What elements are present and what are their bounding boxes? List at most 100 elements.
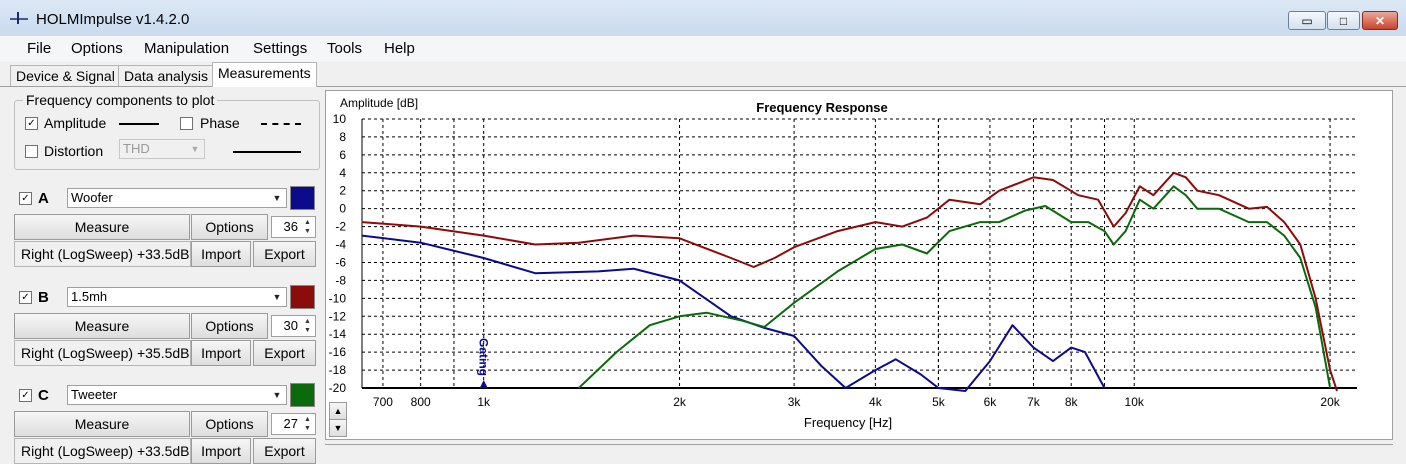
group-legend: Frequency components to plot [23,92,218,108]
y-tick-label: -4 [335,238,346,252]
arrow-up-icon: ▲ [333,406,343,416]
amplitude-label: Amplitude [44,115,107,131]
x-tick-label: 1k [477,395,491,409]
channel-c-measure-button[interactable]: Measure [14,411,190,437]
frequency-response-chart[interactable]: Amplitude [dB] Frequency Response Freque… [326,91,1392,439]
channel-b-name-select[interactable]: 1.5mh ▼ [67,287,287,307]
spin-arrows-icon[interactable]: ▲ ▼ [304,416,311,432]
x-tick-label: 5k [932,395,946,409]
channel-a-options-button[interactable]: Options [191,214,268,240]
x-tick-label: 4k [869,395,883,409]
channel-b-measure-button[interactable]: Measure [14,313,190,339]
window-title: HOLMImpulse v1.4.2.0 [36,11,190,28]
x-tick-label: 20k [1320,395,1340,409]
channel-a-color-swatch[interactable] [290,186,315,210]
maximize-button[interactable]: □ [1327,11,1360,30]
y-tick-label: -16 [329,345,347,359]
channel-c-options-button[interactable]: Options [191,411,268,437]
channel-b-smoothing-stepper[interactable]: 30 ▲ ▼ [271,315,316,337]
amplitude-line-sample [119,123,159,125]
gating-marker-label: Gating [477,338,491,376]
tab-measurements[interactable]: Measurements [212,62,317,87]
y-tick-label: -10 [329,291,347,305]
y-tick-label: 2 [339,184,346,198]
chart-scroll-down-button[interactable]: ▼ [329,419,347,437]
channel-c-info: Right (LogSweep) +33.5dB [14,438,191,464]
x-tick-label: 2k [673,395,687,409]
channel-a-export-button[interactable]: Export [253,241,316,267]
y-tick-label: -8 [335,273,346,287]
y-tick-label: -6 [335,255,346,269]
channel-b-smoothing-value: 30 [283,318,298,333]
close-icon: ✕ [1374,14,1386,28]
channel-a-info: Right (LogSweep) +33.5dB [14,241,191,267]
channel-a-checkbox[interactable]: ✓ [19,192,32,205]
tab-data-analysis[interactable]: Data analysis [118,65,215,86]
channel-b-info: Right (LogSweep) +35.5dB [14,340,191,366]
title-bar: HOLMImpulse v1.4.2.0 ▭ □ ✕ [0,0,1406,37]
menu-help[interactable]: Help [384,40,415,57]
tab-device-signal[interactable]: Device & Signal [10,65,121,86]
channel-a-smoothing-value: 36 [283,219,298,234]
y-tick-label: -14 [329,327,347,341]
channel-c-smoothing-stepper[interactable]: 27 ▲ ▼ [271,413,316,435]
chevron-down-icon: ▼ [272,193,282,203]
channel-b-letter: B [38,289,49,306]
x-tick-label: 8k [1065,395,1079,409]
y-tick-label: 10 [333,112,347,126]
channel-b-options-button[interactable]: Options [191,313,268,339]
chart-scroll-up-button[interactable]: ▲ [329,402,347,420]
channel-c-import-button[interactable]: Import [191,438,251,464]
channel-b-color-swatch[interactable] [290,285,315,309]
channel-b-import-button[interactable]: Import [191,340,251,366]
distortion-select[interactable]: THD ▼ [119,139,205,159]
series-line-1-5mh [361,171,1338,392]
distortion-label: Distortion [44,143,104,159]
minimize-button[interactable]: ▭ [1288,11,1326,30]
x-tick-label: 7k [1027,395,1041,409]
menu-manipulation[interactable]: Manipulation [144,40,230,57]
channel-b-checkbox[interactable]: ✓ [19,291,32,304]
channel-c-color-swatch[interactable] [290,383,315,407]
phase-checkbox[interactable] [180,117,193,130]
channel-a-smoothing-stepper[interactable]: 36 ▲ ▼ [271,216,316,238]
spin-arrows-icon[interactable]: ▲ ▼ [304,318,311,334]
chart-ylabel: Amplitude [dB] [340,96,418,110]
amplitude-checkbox[interactable]: ✓ [25,117,38,130]
y-tick-label: 0 [339,202,346,216]
distortion-select-value: THD [123,141,150,156]
channel-c-letter: C [38,387,49,404]
channel-b-export-button[interactable]: Export [253,340,316,366]
phase-label: Phase [200,115,240,131]
channel-c-export-button[interactable]: Export [253,438,316,464]
menu-settings[interactable]: Settings [253,40,308,57]
menu-options[interactable]: Options [71,40,123,57]
channel-a-measure-button[interactable]: Measure [14,214,190,240]
chart-grid [361,118,1357,389]
y-tick-label: -18 [329,363,347,377]
channel-c-name: Tweeter [71,387,118,402]
minimize-icon: ▭ [1301,14,1313,28]
channel-b-name: 1.5mh [71,289,108,304]
channel-a-name: Woofer [71,190,113,205]
maximize-icon: □ [1339,14,1348,28]
chart-tick-labels: 10 8 6 4 2 0 -2 -4 -6 -8 -10 -12 -14 -16 -18 -20 700 800 1… [329,112,1341,409]
channel-a-name-select[interactable]: Woofer ▼ [67,188,287,208]
menu-tools[interactable]: Tools [327,40,363,57]
y-tick-label: 6 [339,148,346,162]
distortion-checkbox[interactable] [25,145,38,158]
channel-a-letter: A [38,190,49,207]
menu-bar: File Options Manipulation Settings Tools… [0,36,1406,62]
spin-arrows-icon[interactable]: ▲ ▼ [304,219,311,235]
chevron-down-icon: ▼ [272,390,282,400]
channel-c-name-select[interactable]: Tweeter ▼ [67,385,287,405]
close-button[interactable]: ✕ [1362,11,1398,30]
menu-file[interactable]: File [27,40,52,57]
y-tick-label: -20 [329,381,347,395]
channel-a-import-button[interactable]: Import [191,241,251,267]
chevron-down-icon: ▼ [190,144,200,154]
channel-c-checkbox[interactable]: ✓ [19,389,32,402]
y-tick-label: 4 [339,166,346,180]
x-tick-label: 3k [788,395,802,409]
y-tick-label: -12 [329,309,347,323]
